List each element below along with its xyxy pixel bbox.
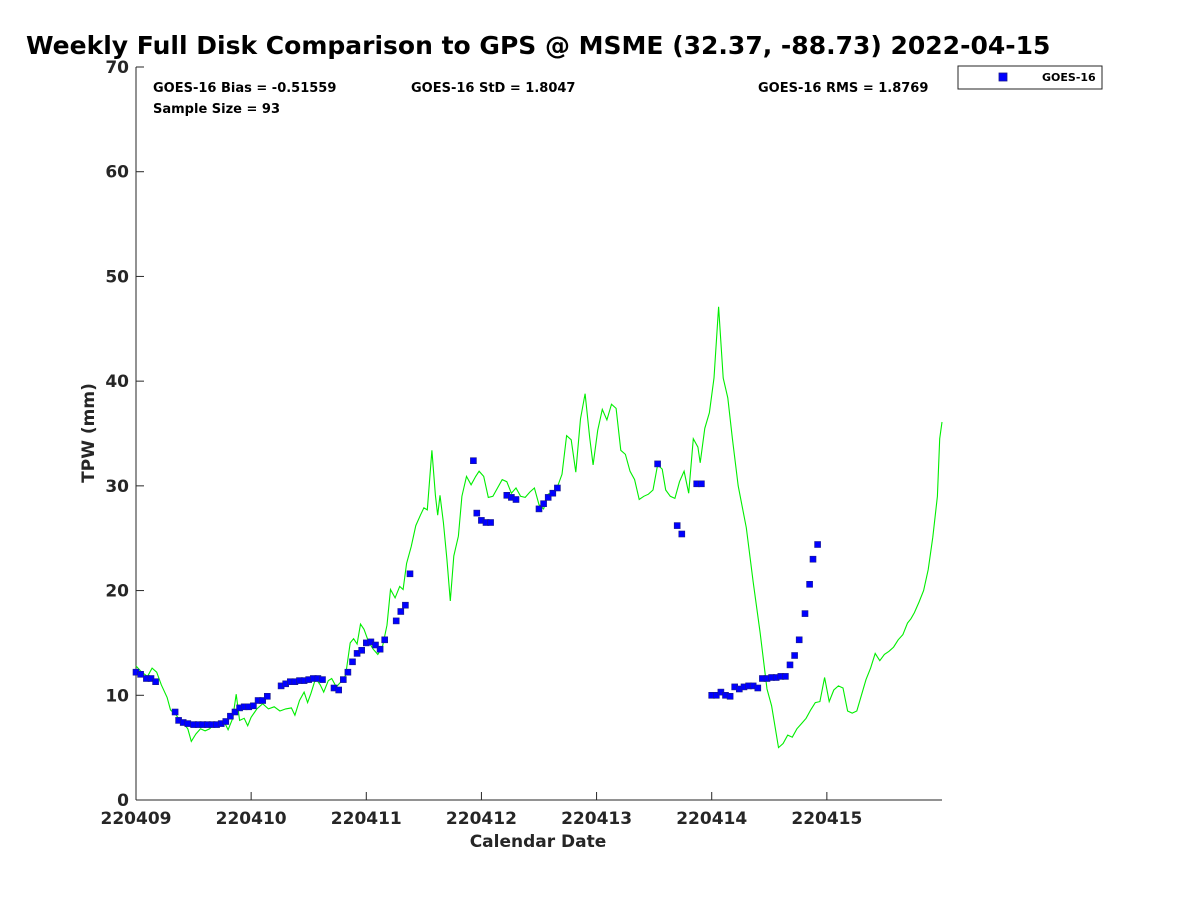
x-tick-label: 220412 xyxy=(446,809,517,829)
x-tick-label: 220410 xyxy=(216,809,287,829)
goes16-point xyxy=(376,645,384,653)
goes16-point xyxy=(152,678,159,686)
goes16-point xyxy=(406,570,414,578)
x-tick-label: 220411 xyxy=(331,809,402,829)
y-tick-label: 10 xyxy=(105,686,129,706)
legend-box xyxy=(957,65,1103,90)
goes16-point xyxy=(319,676,326,683)
x-axis-label: Calendar Date xyxy=(470,832,607,852)
goes16-point xyxy=(349,658,356,666)
goes16-point xyxy=(795,636,803,644)
goes16-point xyxy=(372,641,379,649)
goes16-point xyxy=(250,702,257,710)
goes16-point xyxy=(171,708,179,716)
goes16-point xyxy=(544,494,552,501)
goes16-point xyxy=(814,541,821,548)
goes16-point xyxy=(754,684,762,692)
x-tick-label: 220409 xyxy=(101,809,172,829)
std-annotation: GOES-16 StD = 1.8047 xyxy=(411,81,575,96)
goes16-point xyxy=(549,489,557,497)
plot-area xyxy=(132,306,943,749)
goes16-point xyxy=(335,686,343,694)
goes16-point xyxy=(726,692,734,700)
y-axis-label: TPW (mm) xyxy=(79,383,99,483)
x-tick-label: 220415 xyxy=(791,809,862,829)
y-tick-label: 70 xyxy=(105,58,129,78)
goes16-point xyxy=(791,652,798,659)
goes16-point xyxy=(184,720,192,727)
goes16-point xyxy=(512,496,520,503)
goes16-point xyxy=(231,708,239,716)
goes16-point xyxy=(782,673,789,680)
goes16-point xyxy=(339,676,347,683)
goes16-point xyxy=(554,484,561,492)
chart-title: Weekly Full Disk Comparison to GPS @ MSM… xyxy=(26,31,1050,60)
goes16-point xyxy=(809,555,817,563)
goes16-point xyxy=(678,530,686,538)
goes16-point xyxy=(227,712,234,720)
y-tick-label: 0 xyxy=(117,791,129,811)
goes16-point xyxy=(392,617,400,625)
goes16-point xyxy=(673,522,681,529)
gps-series-line xyxy=(135,306,943,749)
goes16-point xyxy=(222,718,230,725)
legend-label: GOES-16 xyxy=(1042,71,1096,84)
goes16-point xyxy=(259,697,267,704)
sample-size-annotation: Sample Size = 93 xyxy=(153,102,280,117)
goes16-point xyxy=(470,457,477,465)
bias-annotation: GOES-16 Bias = -0.51559 xyxy=(153,81,336,96)
rms-annotation: GOES-16 RMS = 1.8769 xyxy=(758,81,928,96)
goes16-point xyxy=(786,661,794,669)
goes16-point xyxy=(344,668,352,676)
y-tick-label: 20 xyxy=(105,582,129,602)
y-tick-label: 40 xyxy=(105,372,129,392)
legend: GOES-16 xyxy=(957,65,1103,90)
goes16-point xyxy=(137,670,144,678)
goes16-point xyxy=(402,601,409,609)
goes16-point xyxy=(654,460,661,468)
goes16-point xyxy=(535,505,543,513)
y-axis: 0 10 20 30 40 50 60 70 xyxy=(105,58,144,811)
y-tick-label: 60 xyxy=(105,163,129,183)
goes16-point xyxy=(540,500,547,508)
goes16-point xyxy=(381,636,389,644)
y-tick-label: 50 xyxy=(105,267,129,287)
x-tick-label: 220414 xyxy=(676,809,747,829)
goes16-point xyxy=(473,509,481,517)
goes16-point xyxy=(358,646,366,654)
goes16-point xyxy=(801,610,809,617)
goes16-point xyxy=(698,480,705,488)
y-tick-label: 30 xyxy=(105,477,129,497)
x-tick-label: 220413 xyxy=(561,809,632,829)
goes16-point xyxy=(397,608,405,615)
goes16-point xyxy=(487,519,494,526)
x-axis: 220409 220410 220411 220412 220413 220414 2204… xyxy=(101,792,862,829)
goes16-point xyxy=(263,692,271,700)
legend-marker xyxy=(998,72,1008,82)
goes16-point xyxy=(806,580,813,588)
